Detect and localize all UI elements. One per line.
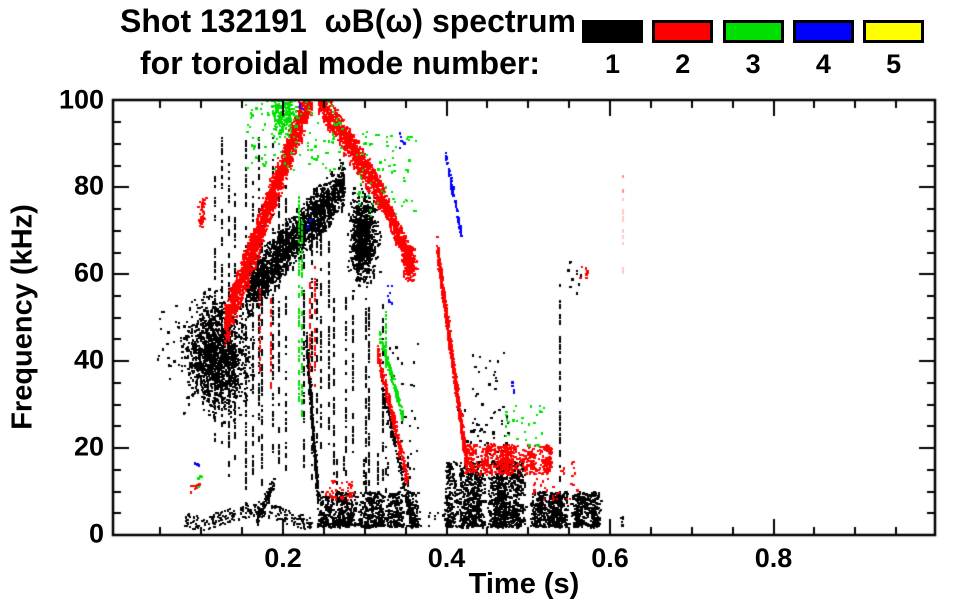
legend-label-mode-3: 3 xyxy=(745,49,761,79)
legend-swatch-mode-1 xyxy=(582,20,643,43)
x-axis-label: Time (s) xyxy=(468,568,580,600)
legend-label-mode-5: 5 xyxy=(886,49,902,79)
x-tick-label: 0.6 xyxy=(591,543,629,573)
legend-swatch-mode-3 xyxy=(722,20,784,43)
legend-label-mode-2: 2 xyxy=(675,49,691,79)
chart-title-line2: for toroidal mode number: xyxy=(140,45,540,81)
legend-label-mode-4: 4 xyxy=(815,49,831,79)
legend-swatch-mode-4 xyxy=(792,20,854,43)
legend-swatch-mode-2 xyxy=(652,20,714,43)
chart-title-line1: Shot 132191 ωB(ω) spectrum xyxy=(120,3,576,39)
legend-label-mode-1: 1 xyxy=(604,49,621,79)
x-tick-label: 0.2 xyxy=(264,543,302,573)
y-tick-label: 60 xyxy=(73,257,104,288)
x-tick-label: 0.4 xyxy=(427,543,466,573)
y-tick-label: 0 xyxy=(88,518,104,549)
legend-swatch-mode-5 xyxy=(863,20,925,43)
y-tick-label: 80 xyxy=(73,170,104,201)
y-tick-label: 20 xyxy=(73,431,104,462)
y-tick-label: 40 xyxy=(73,344,104,375)
x-tick-label: 0.8 xyxy=(754,543,793,573)
y-tick-label: 100 xyxy=(58,84,104,114)
y-axis-label: Frequency (kHz) xyxy=(6,204,39,430)
